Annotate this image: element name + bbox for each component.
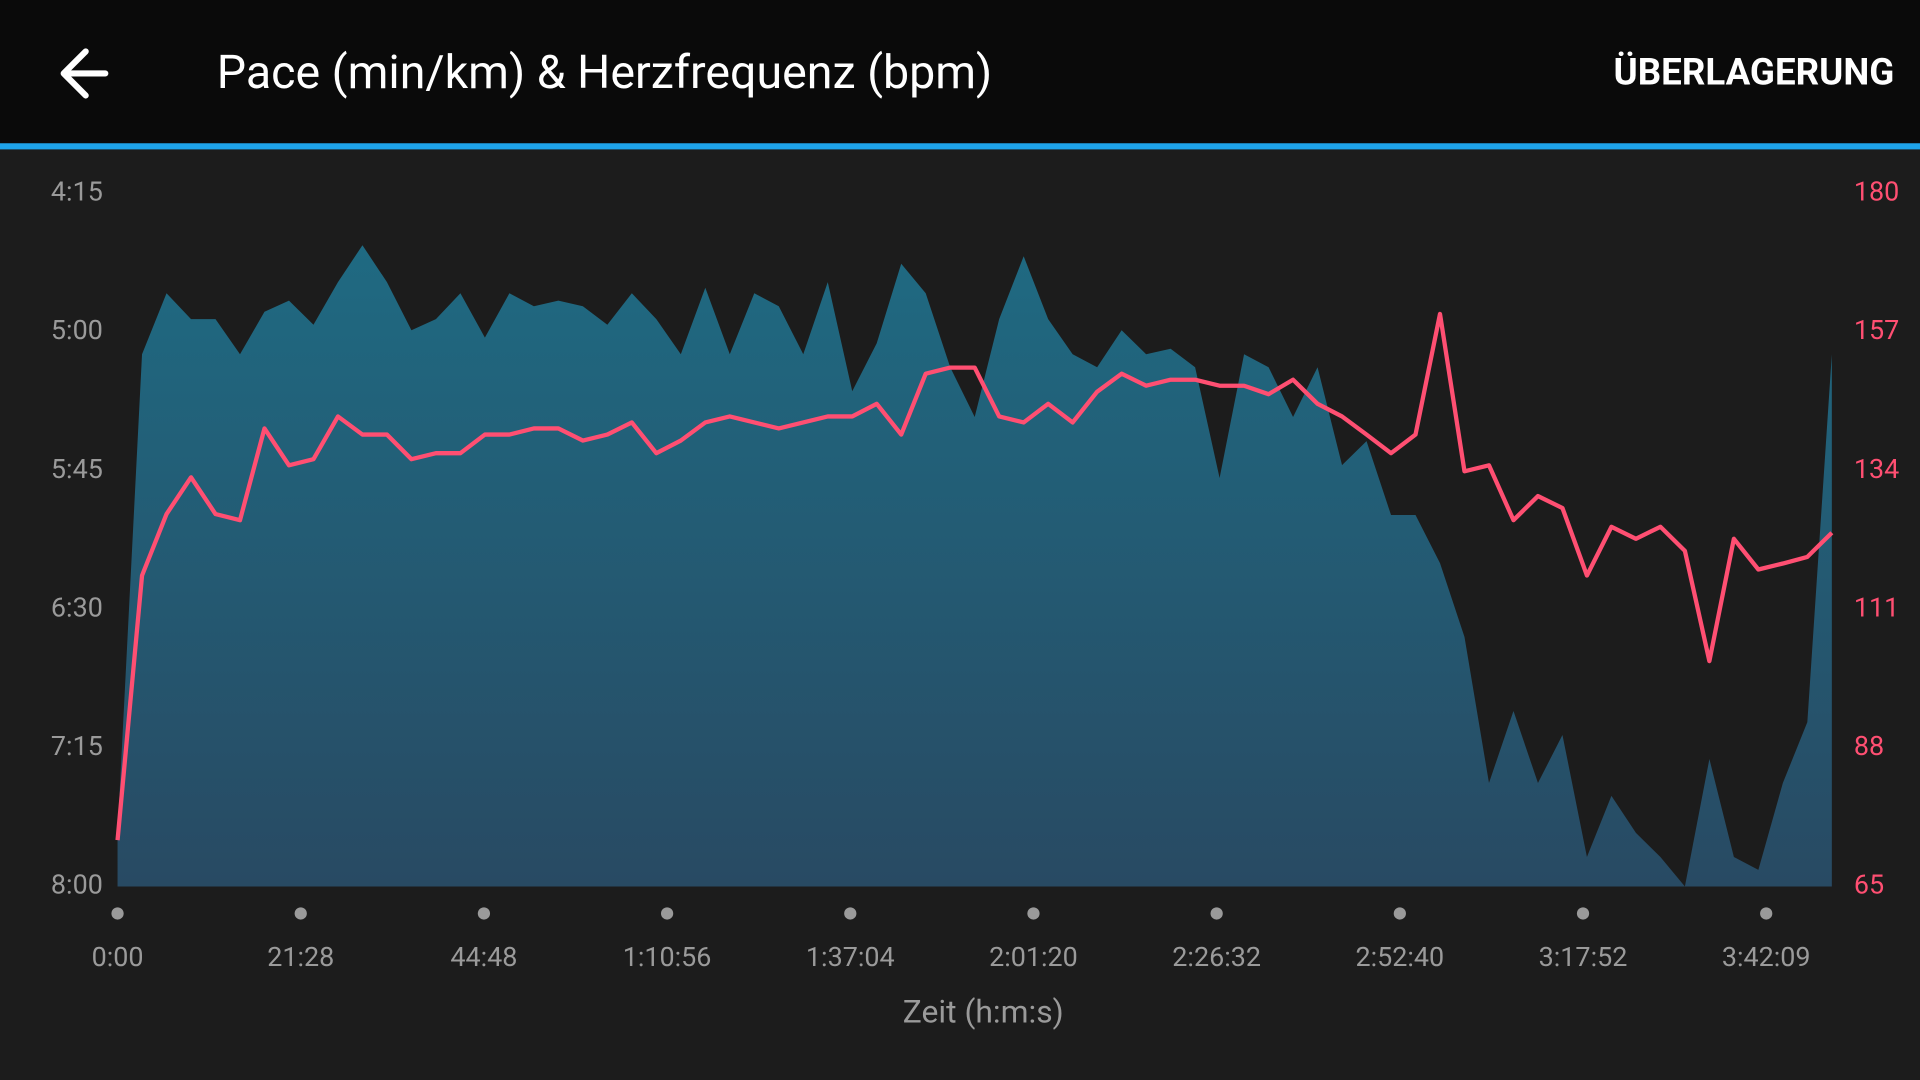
x-tick-label: 1:10:56 [623,941,712,973]
y2-tick-label: 180 [1854,176,1899,208]
x-tick-label: 3:42:09 [1722,941,1811,973]
x-tick-dot [477,907,491,920]
x-axis-label: Zeit (h:m:s) [903,992,1064,1030]
overlay-button[interactable]: ÜBERLAGERUNG [1614,50,1895,93]
x-tick-label: 44:48 [450,941,517,973]
y2-tick-label: 134 [1854,453,1899,485]
y-tick-label: 5:00 [51,314,103,346]
y-tick-label: 5:45 [51,453,103,485]
back-button[interactable] [60,48,109,99]
x-tick-label: 2:26:32 [1172,941,1261,973]
y-tick-label: 8:00 [51,869,103,901]
back-arrow[interactable] [60,48,109,99]
heart-rate-line [115,311,1834,841]
app-bar [0,0,1920,144]
y2-tick-label: 88 [1854,730,1884,762]
y-tick-label: 4:15 [51,176,103,208]
x-tick-dot [111,907,124,920]
pace-area [117,245,1832,887]
x-tick-label: 3:17:52 [1539,941,1628,973]
x-tick-dot [1393,907,1406,920]
x-tick-label: 2:52:40 [1355,941,1444,973]
y2-tick-label: 111 [1854,591,1899,623]
x-tick-label: 0:00 [92,941,144,973]
x-tick-dot [294,907,307,920]
x-tick-dot [1210,907,1223,920]
x-tick-label: 2:01:20 [989,941,1078,973]
x-tick-dot [1576,907,1590,920]
x-tick-dot [1027,907,1040,920]
x-tick-dot [1760,907,1773,920]
x-tick-dot [844,907,857,920]
title: Pace (min/km) & Herzfrequenz (bpm) [217,46,992,100]
x-tick-label: 21:28 [267,941,334,973]
x-tick-label: 1:37:04 [806,941,895,973]
y2-tick-label: 157 [1854,314,1899,346]
y2-tick-label: 65 [1854,869,1884,901]
y-tick-label: 6:30 [51,591,103,623]
app-bar-accent [0,143,1920,150]
x-tick-dot [660,907,674,920]
y-tick-label: 7:15 [51,730,103,762]
